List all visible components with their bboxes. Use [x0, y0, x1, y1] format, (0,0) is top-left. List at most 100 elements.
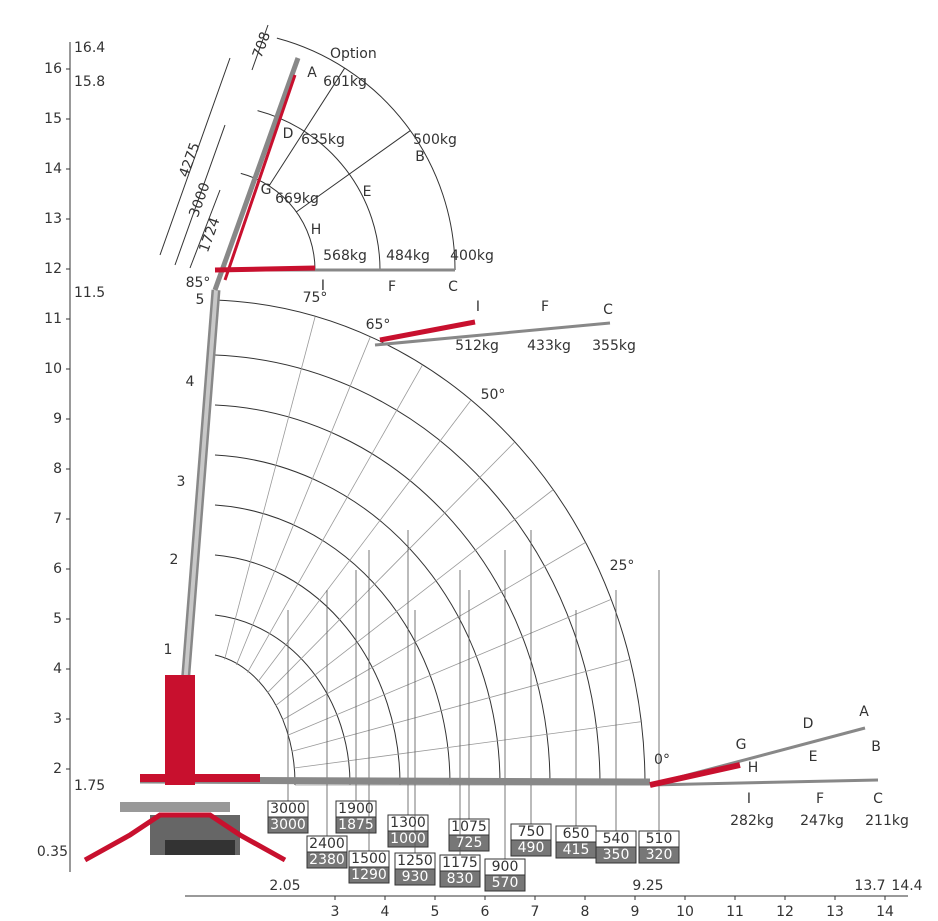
load-top: 1300: [390, 815, 426, 831]
y-tick-label: 6: [53, 561, 62, 577]
dimension-line: [159, 57, 231, 256]
point-load: 355kg: [592, 338, 636, 354]
load-box-bottom: [335, 816, 377, 834]
x-tick-label: 7: [531, 904, 540, 920]
point-load: 211kg: [865, 813, 909, 829]
x-tick-label: 6: [481, 904, 490, 920]
load-bottom: 725: [456, 835, 483, 851]
x-mark-label: 2.05: [269, 878, 300, 894]
point-load: 512kg: [455, 338, 499, 354]
jib-ray: [296, 130, 411, 213]
point-letter: H: [748, 760, 759, 776]
y-tick-label: 14: [44, 161, 62, 177]
load-top: 1175: [442, 855, 478, 871]
point-letter: G: [736, 737, 747, 753]
grid-arc: [214, 504, 451, 786]
x-tick-label: 12: [776, 904, 794, 920]
jib: [649, 778, 879, 787]
point-letter: C: [873, 791, 883, 807]
load-box-bottom: [267, 816, 309, 834]
point-letter: I: [321, 278, 325, 294]
point-letter: B: [871, 739, 881, 755]
point-load: 635kg: [301, 132, 345, 148]
point-load: 568kg: [323, 248, 367, 264]
point-letter: G: [261, 182, 272, 198]
grid-arc: [214, 299, 646, 786]
jib: [214, 265, 316, 273]
load-top: 1250: [397, 853, 433, 869]
y-mark-label: 16.4: [74, 40, 105, 56]
jib: [223, 74, 297, 281]
load-top: 1900: [338, 801, 374, 817]
track: [165, 840, 235, 855]
grid-ray: [235, 336, 371, 666]
point-letter: F: [388, 279, 396, 295]
load-box-bottom: [638, 846, 680, 864]
load-top: 750: [518, 824, 545, 840]
point-letter: C: [603, 302, 613, 318]
x-tick-label: 11: [726, 904, 744, 920]
load-box-bottom: [387, 830, 429, 848]
point-letter: A: [859, 704, 869, 720]
load-top: 900: [492, 859, 519, 875]
outriggers: [83, 812, 287, 863]
jib-arc: [276, 37, 456, 271]
point-load: 669kg: [275, 191, 319, 207]
load-bottom: 1290: [351, 867, 387, 883]
point-load: 282kg: [730, 813, 774, 829]
grid-ray: [266, 441, 515, 694]
y-tick-label: 3: [53, 711, 62, 727]
y-tick-label: 11: [44, 311, 62, 327]
dimension-line: [174, 124, 226, 266]
point-load: 601kg: [323, 74, 367, 90]
load-top: 650: [563, 826, 590, 842]
load-top: 540: [603, 831, 630, 847]
load-box-bottom: [510, 839, 552, 857]
grid-ray: [291, 659, 630, 752]
labels: 234567891011121314151616.415.811.51.750.…: [37, 30, 923, 920]
load-bottom: 415: [563, 842, 590, 858]
point-letter: H: [311, 222, 322, 238]
point-letter: F: [541, 299, 549, 315]
jib-arc: [257, 110, 381, 271]
x-mark-label: 13.7: [854, 878, 885, 894]
y-tick-label: 16: [44, 61, 62, 77]
point-letter: A: [307, 65, 317, 81]
load-box-bottom: [394, 868, 436, 886]
dimension-label: 1724: [196, 215, 223, 254]
x-mark-label: 9.25: [632, 878, 663, 894]
jib: [212, 57, 301, 291]
load-bottom: 930: [402, 869, 429, 885]
point-letter: D: [283, 126, 294, 142]
load-box-bottom: [595, 846, 637, 864]
angle-label: 50°: [481, 387, 506, 403]
load-top: 1075: [451, 819, 487, 835]
load-top: 510: [646, 831, 673, 847]
load-bottom: 320: [646, 847, 673, 863]
y-tick-label: 5: [53, 611, 62, 627]
load-box-bottom: [306, 851, 348, 869]
grid-arc: [214, 554, 401, 786]
load-bottom: 350: [603, 847, 630, 863]
y-tick-label: 2: [53, 761, 62, 777]
dimension-label: 4275: [176, 141, 203, 180]
x-tick-label: 4: [381, 904, 390, 920]
grid-ray: [282, 542, 586, 721]
load-top: 1500: [351, 851, 387, 867]
y-tick-label: 8: [53, 461, 62, 477]
angle-label: 0°: [654, 752, 670, 768]
dimension-label: 3000: [186, 181, 213, 220]
grid-ray: [247, 364, 423, 673]
point-load: 433kg: [527, 338, 571, 354]
point-letter: C: [448, 279, 458, 295]
y-mark-label: 15.8: [74, 74, 105, 90]
turret: [165, 675, 195, 785]
x-tick-label: 9: [631, 904, 640, 920]
grid-ray: [275, 489, 554, 707]
section-label: 3: [177, 474, 186, 490]
load-bottom: 1000: [390, 831, 426, 847]
point-letter: E: [363, 184, 372, 200]
load-box-bottom: [484, 874, 526, 892]
x-tick-label: 10: [676, 904, 694, 920]
